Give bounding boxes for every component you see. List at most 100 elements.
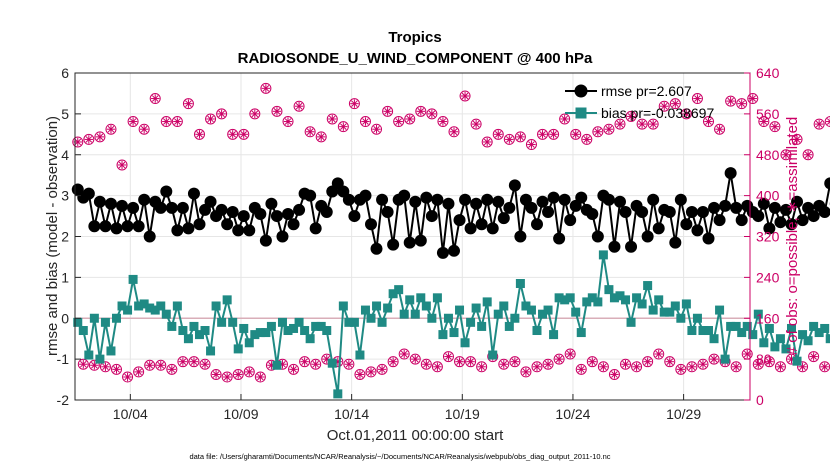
right-tick-label: 400	[756, 188, 780, 204]
possible-obs-marker	[608, 368, 620, 380]
possible-obs-marker	[354, 368, 366, 380]
rmse-series	[71, 167, 830, 259]
possible-obs-marker	[476, 361, 488, 373]
rmse-point	[586, 208, 599, 221]
bias-point	[549, 330, 559, 340]
bias-point	[432, 293, 442, 303]
bias-point	[654, 295, 664, 305]
rmse-point	[182, 222, 195, 235]
possible-obs-marker	[193, 128, 205, 140]
possible-obs-marker	[492, 128, 504, 140]
possible-obs-marker	[653, 348, 665, 360]
bias-point	[305, 334, 315, 344]
rmse-point	[215, 203, 228, 216]
assimilated-obs-marker	[449, 127, 459, 136]
bias-point	[421, 301, 431, 311]
possible-obs-marker	[697, 358, 709, 370]
rmse-point	[138, 193, 151, 206]
bias-point	[89, 313, 99, 323]
rmse-point	[425, 210, 438, 223]
bias-point	[488, 350, 498, 360]
bias-point	[189, 321, 199, 331]
bias-point	[598, 250, 608, 260]
possible-obs-marker	[752, 358, 764, 370]
assimilated-obs-marker	[162, 117, 171, 126]
bias-point	[388, 289, 398, 299]
assimilated-obs-marker	[139, 125, 149, 134]
rmse-point	[647, 193, 660, 206]
rmse-point	[132, 220, 145, 233]
rmse-point	[110, 222, 123, 235]
possible-obs-marker	[481, 136, 493, 148]
assimilated-obs-marker	[737, 99, 746, 108]
possible-obs-marker	[531, 361, 543, 373]
possible-obs-marker	[675, 363, 687, 375]
assimilated-obs-marker	[621, 360, 630, 369]
bias-point	[183, 334, 193, 344]
possible-obs-marker	[520, 366, 532, 378]
bias-point	[659, 307, 669, 317]
rmse-point	[481, 193, 494, 206]
assimilated-obs-marker	[195, 130, 204, 139]
possible-obs-marker	[282, 116, 294, 128]
assimilated-obs-marker	[294, 102, 304, 111]
rmse-point	[536, 195, 549, 208]
bias-point	[178, 326, 188, 336]
assimilated-obs-marker	[505, 135, 514, 144]
possible-obs-marker	[249, 108, 261, 120]
assimilated-obs-marker	[123, 372, 132, 382]
assimilated-obs-marker	[543, 360, 553, 369]
possible-obs-marker	[72, 136, 84, 148]
assimilated-obs-marker	[328, 114, 337, 124]
bias-point	[222, 295, 232, 305]
assimilated-obs-marker	[676, 365, 686, 374]
left-tick-label: -1	[57, 351, 70, 367]
assimilated-obs-marker	[665, 357, 674, 366]
bias-point	[477, 321, 487, 331]
right-tick-label: 480	[756, 147, 780, 163]
rmse-point	[414, 234, 427, 247]
assimilated-obs-marker	[571, 130, 580, 139]
rmse-point	[88, 220, 101, 233]
assimilated-obs-marker	[106, 125, 116, 134]
assimilated-obs-marker	[433, 362, 442, 371]
assimilated-obs-marker	[250, 109, 260, 119]
x-tick-label: 10/24	[555, 406, 590, 422]
rmse-point	[143, 230, 156, 243]
assimilated-obs-marker	[383, 107, 392, 116]
possible-obs-marker	[77, 358, 89, 370]
possible-obs-marker	[614, 118, 626, 130]
assimilated-obs-marker	[820, 362, 829, 371]
bias-point	[145, 303, 155, 313]
bias-point	[360, 305, 370, 315]
bias-point	[327, 358, 337, 368]
bias-point	[161, 309, 171, 319]
rmse-point	[602, 193, 615, 206]
possible-obs-marker	[304, 126, 316, 138]
bias-point	[571, 307, 581, 317]
rmse-point	[763, 222, 776, 235]
bias-point	[515, 279, 525, 289]
possible-obs-marker	[205, 113, 217, 125]
possible-obs-marker	[813, 118, 825, 130]
bias-point	[582, 297, 592, 307]
rmse-point	[757, 197, 770, 210]
chart-title: Tropics	[388, 29, 441, 46]
possible-obs-marker	[509, 356, 521, 368]
possible-obs-marker	[404, 113, 416, 125]
possible-obs-marker	[149, 93, 161, 105]
possible-obs-marker	[514, 131, 526, 143]
assimilated-obs-marker	[532, 362, 542, 371]
possible-obs-marker	[254, 371, 266, 383]
assimilated-obs-marker	[588, 357, 597, 366]
bias-point	[499, 301, 509, 311]
rmse-point	[453, 214, 466, 227]
bias-point	[781, 344, 791, 354]
rmse-point	[547, 191, 560, 204]
bias-point	[493, 309, 503, 319]
left-tick-label: 1	[61, 269, 69, 285]
possible-obs-marker	[586, 356, 598, 368]
bias-point	[383, 303, 393, 313]
right-tick-label: 320	[756, 229, 780, 245]
rmse-point	[768, 201, 781, 214]
